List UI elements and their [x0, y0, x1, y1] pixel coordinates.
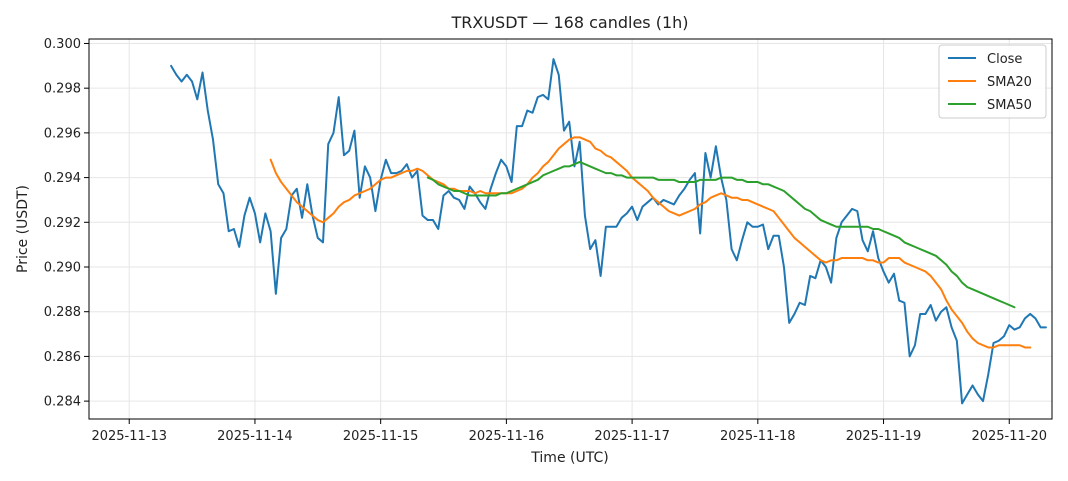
y-tick-label: 0.288 — [44, 305, 81, 320]
x-tick-label: 2025-11-17 — [594, 429, 670, 444]
x-grid — [128, 39, 1010, 419]
series-line-sma50 — [426, 160, 1016, 309]
x-tick-label: 2025-11-19 — [846, 429, 922, 444]
y-tick-label: 0.296 — [44, 126, 81, 141]
x-tick-label: 2025-11-20 — [971, 429, 1047, 444]
legend: Close SMA20 SMA50 — [938, 44, 1047, 119]
x-tick-label: 2025-11-16 — [469, 429, 545, 444]
y-axis-label: Price (USDT) — [15, 185, 31, 273]
x-tick-label: 2025-11-13 — [91, 429, 167, 444]
y-tick-label: 0.292 — [44, 216, 81, 231]
plot-frame — [88, 38, 1053, 420]
x-axis-ticks: 2025-11-13 2025-11-14 2025-11-15 2025-11-16… — [91, 419, 1047, 444]
legend-label-sma20: SMA20 — [987, 75, 1032, 90]
series-line-close — [170, 58, 1047, 405]
legend-label-sma50: SMA50 — [987, 98, 1032, 113]
y-axis-ticks: 0.284 0.286 0.288 0.290 0.292 0.294 0.296 0.298… — [44, 37, 89, 410]
series-layer — [170, 58, 1047, 405]
legend-box — [938, 44, 1047, 119]
y-tick-label: 0.286 — [44, 350, 81, 365]
y-tick-label: 0.294 — [44, 171, 81, 186]
x-tick-label: 2025-11-14 — [217, 429, 293, 444]
x-tick-label: 2025-11-18 — [720, 429, 796, 444]
y-tick-label: 0.284 — [44, 395, 81, 410]
y-tick-label: 0.290 — [44, 261, 81, 276]
x-axis-label: Time (UTC) — [530, 450, 608, 466]
x-tick-label: 2025-11-15 — [343, 429, 419, 444]
y-grid — [89, 42, 1052, 402]
y-tick-label: 0.300 — [44, 37, 81, 52]
legend-label-close: Close — [987, 52, 1022, 67]
series-line-sma20 — [269, 136, 1032, 349]
y-tick-label: 0.298 — [44, 82, 81, 97]
chart-title: TRXUSDT — 168 candles (1h) — [450, 13, 688, 32]
